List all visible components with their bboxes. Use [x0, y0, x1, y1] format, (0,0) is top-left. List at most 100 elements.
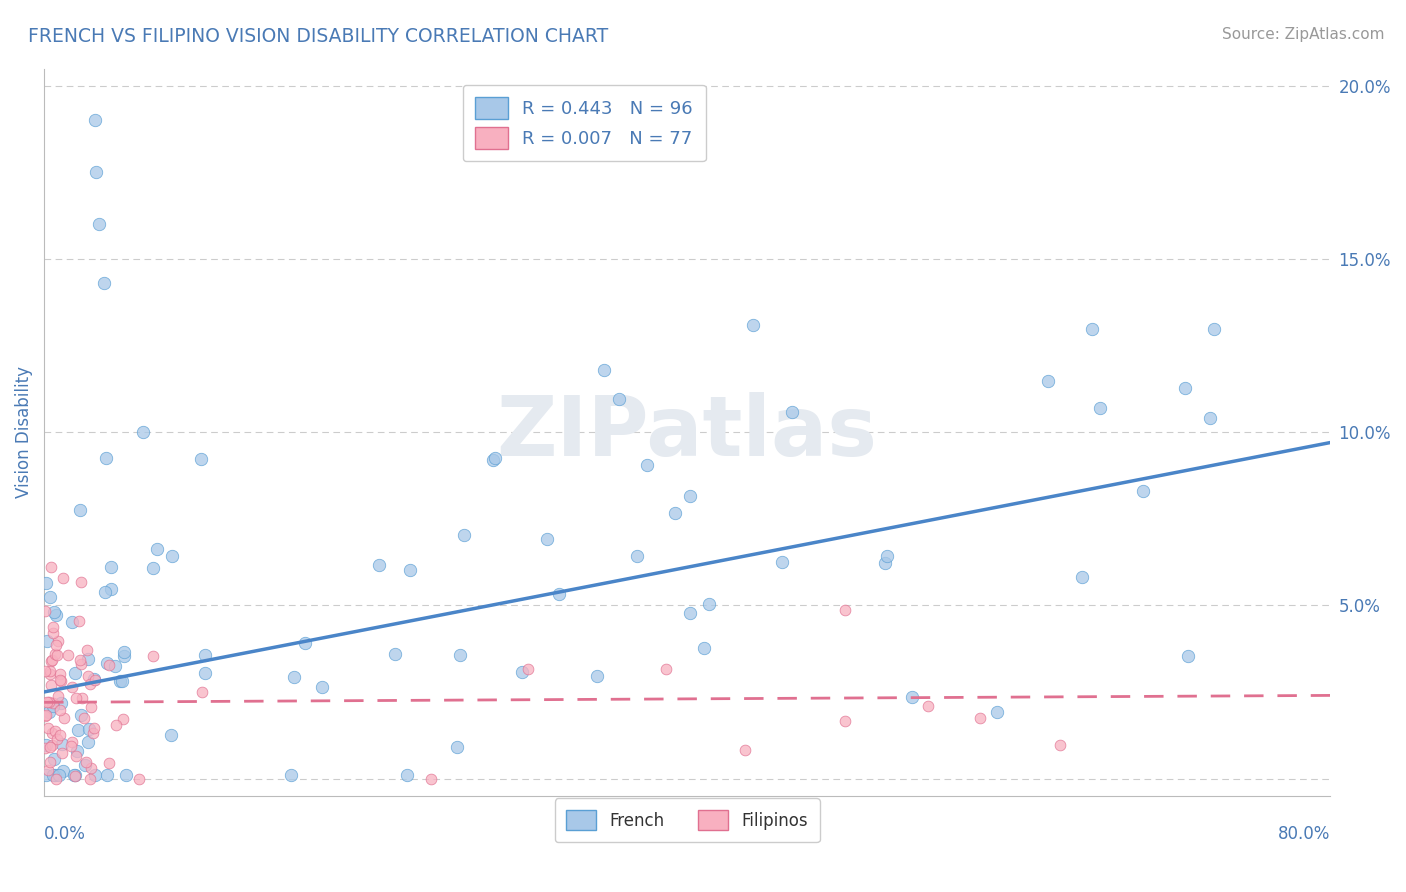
Point	[52, 711, 75, 725]
Point	[917, 698, 939, 713]
Point	[1132, 484, 1154, 499]
Point	[83, 722, 105, 736]
Point	[1202, 322, 1225, 336]
Point	[66, 723, 89, 738]
Point	[62, 768, 84, 782]
Point	[142, 561, 165, 575]
Point	[692, 640, 714, 655]
Point	[62, 680, 84, 694]
Point	[77, 669, 100, 683]
Point	[52, 571, 75, 585]
Point	[160, 727, 183, 741]
Point	[83, 673, 105, 688]
Point	[1036, 375, 1059, 389]
Point	[41, 620, 63, 634]
Point	[679, 606, 702, 620]
Point	[46, 689, 69, 703]
Point	[395, 768, 418, 782]
Point	[84, 768, 107, 782]
Point	[51, 696, 73, 710]
Point	[446, 740, 468, 755]
Point	[35, 738, 58, 752]
Point	[69, 708, 91, 723]
Point	[79, 677, 101, 691]
Point	[48, 703, 70, 717]
Point	[84, 113, 107, 128]
Point	[69, 502, 91, 516]
Point	[35, 575, 58, 590]
Point	[547, 587, 569, 601]
Point	[449, 648, 471, 662]
Point	[35, 768, 58, 782]
Point	[96, 656, 118, 670]
Point	[63, 665, 86, 680]
Legend: French, Filipinos: French, Filipinos	[554, 798, 820, 842]
Point	[484, 451, 506, 466]
Point	[190, 452, 212, 467]
Point	[100, 582, 122, 596]
Point	[80, 699, 103, 714]
Point	[76, 652, 98, 666]
Point	[41, 626, 63, 640]
Point	[142, 648, 165, 663]
Point	[112, 712, 135, 726]
Point	[593, 363, 616, 377]
Point	[38, 590, 60, 604]
Point	[586, 669, 609, 683]
Point	[512, 665, 534, 679]
Point	[419, 772, 441, 786]
Point	[678, 489, 700, 503]
Point	[453, 528, 475, 542]
Point	[1071, 570, 1094, 584]
Point	[115, 768, 138, 782]
Point	[986, 705, 1008, 719]
Point	[97, 756, 120, 771]
Point	[41, 678, 63, 692]
Point	[398, 563, 420, 577]
Point	[39, 664, 62, 678]
Point	[1049, 739, 1071, 753]
Point	[60, 735, 83, 749]
Point	[664, 506, 686, 520]
Point	[49, 728, 72, 742]
Text: 80.0%: 80.0%	[1278, 825, 1330, 843]
Point	[34, 709, 56, 723]
Point	[65, 690, 87, 705]
Point	[39, 559, 62, 574]
Point	[280, 768, 302, 782]
Text: FRENCH VS FILIPINO VISION DISABILITY CORRELATION CHART: FRENCH VS FILIPINO VISION DISABILITY COR…	[28, 27, 609, 45]
Point	[146, 541, 169, 556]
Point	[94, 585, 117, 599]
Point	[105, 718, 128, 732]
Point	[82, 726, 104, 740]
Point	[46, 648, 69, 662]
Point	[194, 648, 217, 662]
Point	[1081, 322, 1104, 336]
Point	[969, 711, 991, 725]
Point	[37, 695, 59, 709]
Point	[283, 670, 305, 684]
Point	[194, 666, 217, 681]
Point	[834, 602, 856, 616]
Point	[780, 405, 803, 419]
Point	[1177, 648, 1199, 663]
Point	[76, 642, 98, 657]
Point	[94, 450, 117, 465]
Point	[128, 772, 150, 786]
Point	[72, 690, 94, 705]
Point	[626, 549, 648, 564]
Point	[45, 638, 67, 652]
Point	[536, 533, 558, 547]
Point	[1088, 401, 1111, 415]
Point	[42, 696, 65, 710]
Point	[294, 636, 316, 650]
Point	[876, 549, 898, 563]
Text: ZIPatlas: ZIPatlas	[496, 392, 877, 473]
Point	[34, 665, 56, 679]
Point	[44, 768, 66, 782]
Point	[45, 731, 67, 746]
Point	[482, 453, 505, 467]
Point	[636, 458, 658, 473]
Point	[52, 764, 75, 779]
Point	[873, 556, 896, 570]
